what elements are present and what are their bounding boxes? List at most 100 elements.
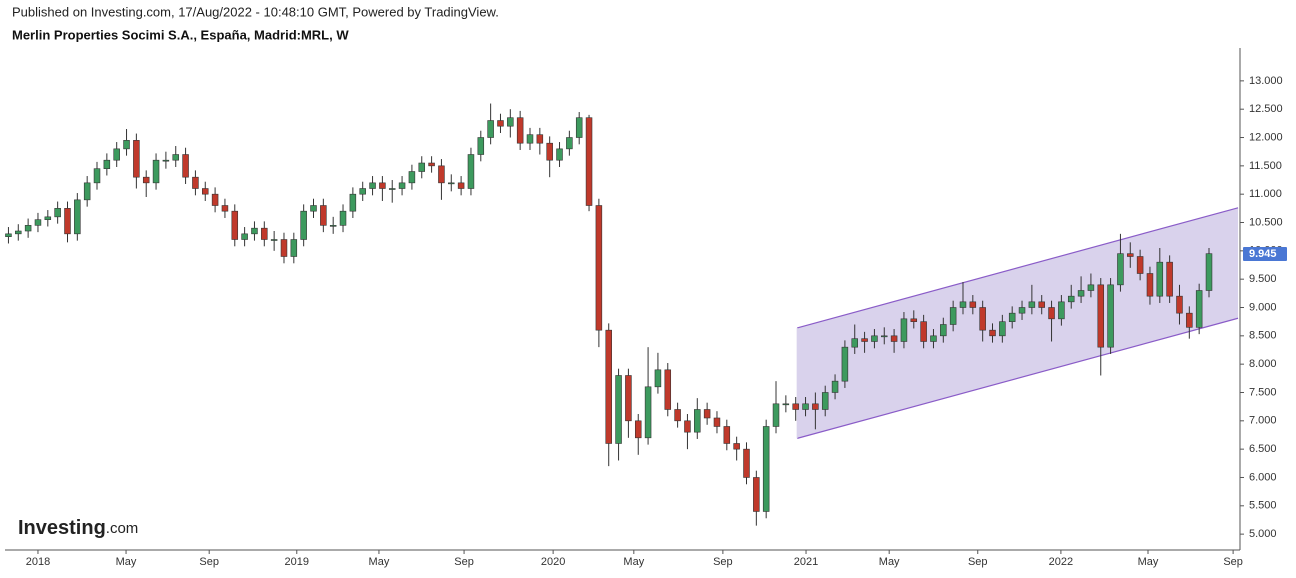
candle-body [949, 307, 957, 325]
candle-body [969, 301, 977, 308]
candle-body [280, 239, 288, 257]
candle-body [74, 199, 81, 235]
x-tick-label: 2022 [1049, 556, 1073, 568]
candle-body [762, 426, 770, 512]
candle-body [900, 318, 908, 342]
candle-body [821, 392, 829, 410]
candle-body [388, 188, 396, 190]
candle-body [1195, 290, 1203, 328]
candle-body [723, 426, 731, 444]
candle-body [438, 165, 445, 184]
candle-body [694, 409, 701, 433]
candle-body [516, 117, 524, 144]
candle-body [1048, 307, 1055, 320]
candle-body [831, 380, 839, 393]
y-tick-label: 9.500 [1249, 273, 1277, 285]
candle-body [703, 409, 711, 419]
candle-body [1107, 284, 1114, 348]
candle-body [1156, 261, 1164, 297]
candle-body [959, 301, 967, 308]
candle-body [261, 227, 268, 240]
y-tick-label: 8.500 [1249, 330, 1277, 342]
candle-body [812, 403, 819, 410]
candle-body [979, 307, 986, 331]
candle-body [802, 403, 809, 410]
y-tick-label: 9.000 [1249, 301, 1277, 313]
candle-body [54, 208, 61, 218]
y-tick-label: 7.000 [1249, 415, 1277, 427]
x-tick-label: Sep [713, 556, 733, 568]
candle-body [713, 417, 721, 427]
candle-body [369, 182, 376, 189]
last-value-badge [1243, 246, 1287, 261]
y-tick-label: 11.500 [1249, 160, 1282, 172]
y-tick-label: 8.000 [1249, 358, 1277, 370]
candle-body [428, 162, 435, 167]
candle-body [172, 154, 179, 161]
candle-body [329, 225, 337, 227]
x-tick-label: Sep [968, 556, 988, 568]
candle-body [1038, 301, 1045, 308]
candle-body [182, 154, 189, 178]
candle-body [64, 208, 71, 235]
candle-body [1136, 256, 1144, 274]
candle-body [398, 182, 406, 189]
candle-body [1018, 307, 1026, 314]
candle-body [871, 335, 878, 342]
candle-body [133, 140, 140, 178]
candle-body [162, 159, 170, 162]
candle-body [418, 162, 426, 172]
candle-body [575, 117, 583, 138]
x-tick-label: May [879, 556, 900, 568]
chart-title: Merlin Properties Socimi S.A., España, M… [12, 27, 349, 42]
candle-body [841, 346, 849, 382]
candle-body [664, 369, 672, 410]
x-tick-label: May [623, 556, 644, 568]
candle-body [241, 233, 248, 240]
candle-body [989, 329, 996, 337]
y-tick-label: 7.500 [1249, 386, 1277, 398]
candle-body [753, 477, 760, 512]
candle-body [15, 230, 22, 235]
candle-body [1146, 273, 1154, 297]
candle-body [202, 188, 209, 195]
candle-body [349, 193, 357, 212]
x-tick-label: Sep [199, 556, 219, 568]
candle-body [83, 182, 91, 201]
candle-body [940, 324, 947, 337]
candle-body [1058, 301, 1065, 320]
x-tick-label: May [369, 556, 390, 568]
candle-body [44, 216, 52, 220]
x-tick-label: Sep [1223, 556, 1243, 568]
candle-body [24, 225, 32, 232]
candle-body [320, 205, 327, 226]
logo-main: Investing [18, 517, 106, 539]
candle-body [910, 318, 918, 322]
candle-body [881, 335, 888, 338]
candle-body [615, 375, 622, 444]
candle-body [290, 239, 298, 257]
y-tick-label: 10.500 [1249, 216, 1283, 228]
candle-body [152, 159, 160, 184]
candle-body [142, 176, 150, 184]
y-tick-label: 12.500 [1249, 103, 1283, 115]
candle-body [546, 142, 553, 161]
candle-body [1127, 253, 1134, 257]
y-tick-label: 11.000 [1249, 188, 1282, 200]
plot [5, 103, 1239, 526]
published-note: Published on Investing.com, 17/Aug/2022 … [12, 4, 499, 19]
candle-body [890, 335, 898, 342]
channel-line [797, 207, 1239, 329]
candle-body [5, 233, 12, 237]
candle-body [644, 386, 652, 439]
candle-body [93, 168, 101, 184]
candle-body [1077, 290, 1085, 297]
candle-body [251, 227, 258, 235]
candle-body [310, 205, 317, 212]
candle-body [772, 403, 780, 427]
candle-body [359, 188, 366, 195]
logo-suffix: .com [106, 520, 139, 537]
candle-body [300, 210, 307, 240]
candle-body [231, 210, 239, 240]
